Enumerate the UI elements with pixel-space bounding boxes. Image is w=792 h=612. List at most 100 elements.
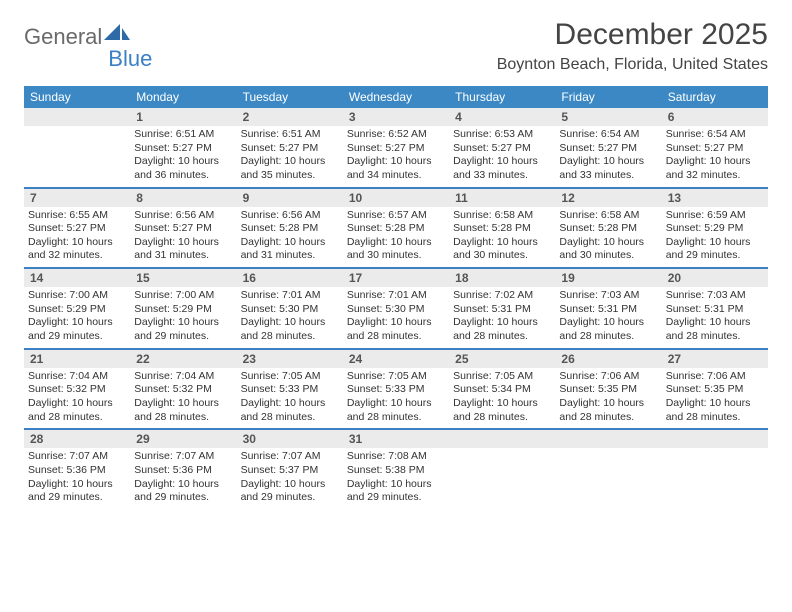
day-details: Sunrise: 6:57 AMSunset: 5:28 PMDaylight:…: [343, 207, 449, 268]
day-details: Sunrise: 7:05 AMSunset: 5:33 PMDaylight:…: [343, 368, 449, 429]
day-number: 3: [343, 108, 449, 126]
weekday-header: Tuesday: [237, 86, 343, 108]
daylight-text: Daylight: 10 hours and 28 minutes.: [241, 397, 339, 424]
day-cell: 13Sunrise: 6:59 AMSunset: 5:29 PMDayligh…: [662, 189, 768, 268]
day-cell: 1Sunrise: 6:51 AMSunset: 5:27 PMDaylight…: [130, 108, 236, 187]
day-number: 27: [662, 350, 768, 368]
logo-text-blue: Blue: [108, 46, 152, 72]
day-number: 12: [555, 189, 661, 207]
week-row: 14Sunrise: 7:00 AMSunset: 5:29 PMDayligh…: [24, 269, 768, 350]
day-number: [24, 108, 130, 126]
day-cell: 10Sunrise: 6:57 AMSunset: 5:28 PMDayligh…: [343, 189, 449, 268]
daylight-text: Daylight: 10 hours and 28 minutes.: [559, 397, 657, 424]
day-cell: 23Sunrise: 7:05 AMSunset: 5:33 PMDayligh…: [237, 350, 343, 429]
month-title: December 2025: [497, 18, 768, 52]
day-details: Sunrise: 7:07 AMSunset: 5:36 PMDaylight:…: [24, 448, 130, 509]
day-number: 7: [24, 189, 130, 207]
sunrise-text: Sunrise: 6:55 AM: [28, 209, 126, 223]
sunset-text: Sunset: 5:27 PM: [559, 142, 657, 156]
day-cell: 16Sunrise: 7:01 AMSunset: 5:30 PMDayligh…: [237, 269, 343, 348]
sunrise-text: Sunrise: 6:59 AM: [666, 209, 764, 223]
daylight-text: Daylight: 10 hours and 32 minutes.: [666, 155, 764, 182]
logo-sail-icon: [104, 24, 130, 44]
daylight-text: Daylight: 10 hours and 29 minutes.: [28, 478, 126, 505]
sunset-text: Sunset: 5:28 PM: [559, 222, 657, 236]
daylight-text: Daylight: 10 hours and 28 minutes.: [28, 397, 126, 424]
sunset-text: Sunset: 5:33 PM: [347, 383, 445, 397]
weekday-header: Saturday: [662, 86, 768, 108]
sunset-text: Sunset: 5:32 PM: [28, 383, 126, 397]
day-number: 5: [555, 108, 661, 126]
sunrise-text: Sunrise: 6:58 AM: [559, 209, 657, 223]
sunrise-text: Sunrise: 6:58 AM: [453, 209, 551, 223]
day-details: Sunrise: 7:01 AMSunset: 5:30 PMDaylight:…: [343, 287, 449, 348]
sunset-text: Sunset: 5:36 PM: [28, 464, 126, 478]
sunrise-text: Sunrise: 7:04 AM: [28, 370, 126, 384]
day-cell: 2Sunrise: 6:51 AMSunset: 5:27 PMDaylight…: [237, 108, 343, 187]
day-details: Sunrise: 6:55 AMSunset: 5:27 PMDaylight:…: [24, 207, 130, 268]
sunset-text: Sunset: 5:27 PM: [347, 142, 445, 156]
sunset-text: Sunset: 5:34 PM: [453, 383, 551, 397]
day-cell: [555, 430, 661, 509]
day-details: Sunrise: 7:07 AMSunset: 5:36 PMDaylight:…: [130, 448, 236, 509]
daylight-text: Daylight: 10 hours and 35 minutes.: [241, 155, 339, 182]
sunset-text: Sunset: 5:32 PM: [134, 383, 232, 397]
day-cell: 24Sunrise: 7:05 AMSunset: 5:33 PMDayligh…: [343, 350, 449, 429]
sunset-text: Sunset: 5:33 PM: [241, 383, 339, 397]
day-cell: [662, 430, 768, 509]
daylight-text: Daylight: 10 hours and 29 minutes.: [28, 316, 126, 343]
calendar-grid: Sunday Monday Tuesday Wednesday Thursday…: [24, 86, 768, 509]
day-details: Sunrise: 6:52 AMSunset: 5:27 PMDaylight:…: [343, 126, 449, 187]
daylight-text: Daylight: 10 hours and 28 minutes.: [453, 316, 551, 343]
day-details: Sunrise: 7:00 AMSunset: 5:29 PMDaylight:…: [130, 287, 236, 348]
day-details: Sunrise: 6:51 AMSunset: 5:27 PMDaylight:…: [237, 126, 343, 187]
day-details: Sunrise: 7:03 AMSunset: 5:31 PMDaylight:…: [555, 287, 661, 348]
daylight-text: Daylight: 10 hours and 29 minutes.: [241, 478, 339, 505]
day-details: Sunrise: 7:07 AMSunset: 5:37 PMDaylight:…: [237, 448, 343, 509]
sunset-text: Sunset: 5:29 PM: [28, 303, 126, 317]
sunrise-text: Sunrise: 7:05 AM: [453, 370, 551, 384]
daylight-text: Daylight: 10 hours and 32 minutes.: [28, 236, 126, 263]
sunset-text: Sunset: 5:31 PM: [666, 303, 764, 317]
day-number: 2: [237, 108, 343, 126]
sunset-text: Sunset: 5:35 PM: [666, 383, 764, 397]
sunset-text: Sunset: 5:37 PM: [241, 464, 339, 478]
day-cell: 5Sunrise: 6:54 AMSunset: 5:27 PMDaylight…: [555, 108, 661, 187]
day-cell: 26Sunrise: 7:06 AMSunset: 5:35 PMDayligh…: [555, 350, 661, 429]
day-cell: 6Sunrise: 6:54 AMSunset: 5:27 PMDaylight…: [662, 108, 768, 187]
weekday-header: Wednesday: [343, 86, 449, 108]
day-details: Sunrise: 7:03 AMSunset: 5:31 PMDaylight:…: [662, 287, 768, 348]
sunrise-text: Sunrise: 6:56 AM: [134, 209, 232, 223]
week-row: 28Sunrise: 7:07 AMSunset: 5:36 PMDayligh…: [24, 430, 768, 509]
sunrise-text: Sunrise: 7:08 AM: [347, 450, 445, 464]
logo-text-general: General: [24, 24, 102, 50]
day-details: Sunrise: 7:04 AMSunset: 5:32 PMDaylight:…: [24, 368, 130, 429]
sunset-text: Sunset: 5:29 PM: [134, 303, 232, 317]
daylight-text: Daylight: 10 hours and 31 minutes.: [134, 236, 232, 263]
day-cell: 21Sunrise: 7:04 AMSunset: 5:32 PMDayligh…: [24, 350, 130, 429]
day-cell: 27Sunrise: 7:06 AMSunset: 5:35 PMDayligh…: [662, 350, 768, 429]
day-number: 21: [24, 350, 130, 368]
week-row: 7Sunrise: 6:55 AMSunset: 5:27 PMDaylight…: [24, 189, 768, 270]
weekday-header: Monday: [130, 86, 236, 108]
day-number: 28: [24, 430, 130, 448]
daylight-text: Daylight: 10 hours and 28 minutes.: [666, 316, 764, 343]
sunrise-text: Sunrise: 6:54 AM: [666, 128, 764, 142]
daylight-text: Daylight: 10 hours and 30 minutes.: [453, 236, 551, 263]
day-cell: [449, 430, 555, 509]
sunset-text: Sunset: 5:27 PM: [241, 142, 339, 156]
sunset-text: Sunset: 5:31 PM: [453, 303, 551, 317]
day-details: Sunrise: 6:56 AMSunset: 5:28 PMDaylight:…: [237, 207, 343, 268]
day-cell: 8Sunrise: 6:56 AMSunset: 5:27 PMDaylight…: [130, 189, 236, 268]
day-number: 29: [130, 430, 236, 448]
sunrise-text: Sunrise: 6:56 AM: [241, 209, 339, 223]
daylight-text: Daylight: 10 hours and 33 minutes.: [453, 155, 551, 182]
sunset-text: Sunset: 5:38 PM: [347, 464, 445, 478]
sunrise-text: Sunrise: 7:06 AM: [666, 370, 764, 384]
daylight-text: Daylight: 10 hours and 33 minutes.: [559, 155, 657, 182]
daylight-text: Daylight: 10 hours and 31 minutes.: [241, 236, 339, 263]
sunrise-text: Sunrise: 7:06 AM: [559, 370, 657, 384]
daylight-text: Daylight: 10 hours and 34 minutes.: [347, 155, 445, 182]
daylight-text: Daylight: 10 hours and 28 minutes.: [453, 397, 551, 424]
sunset-text: Sunset: 5:27 PM: [28, 222, 126, 236]
